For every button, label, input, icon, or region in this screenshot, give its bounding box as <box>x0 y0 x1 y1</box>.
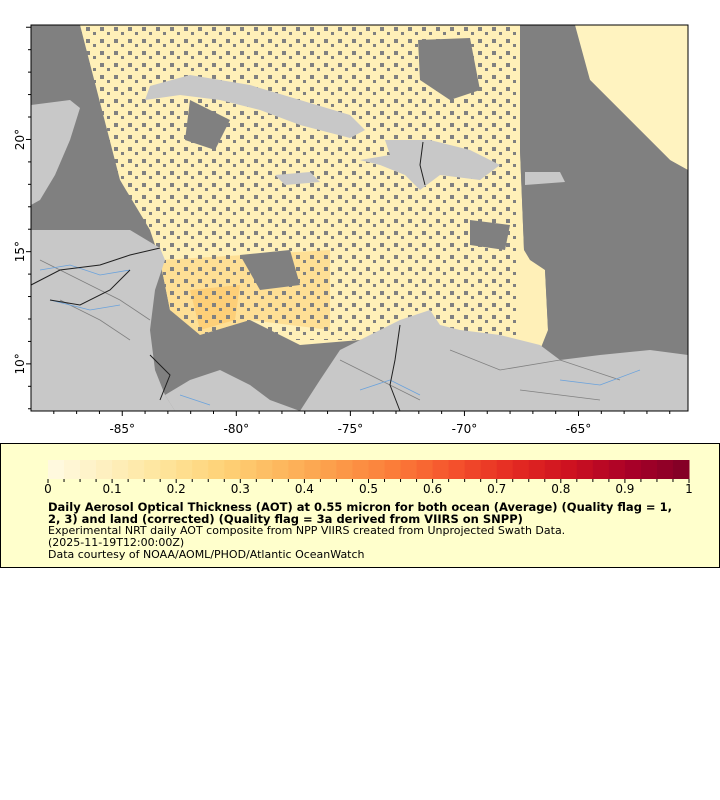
colorbar-tick-label: 0.5 <box>359 482 378 494</box>
colorbar-segment <box>624 460 642 479</box>
colorbar-segment <box>96 460 113 479</box>
colorbar-segment <box>512 460 530 479</box>
colorbar-segment <box>256 460 273 479</box>
colorbar-segment <box>672 460 690 479</box>
jamaica-land <box>275 172 320 185</box>
longitude-axis: -85° -80° -75° -70° -65° <box>53 411 671 436</box>
colorbar-tick-label: 0.1 <box>103 482 122 494</box>
colorbar-segment <box>384 460 402 479</box>
south-america-land <box>300 310 688 411</box>
colorbar-tick-label: 0.8 <box>551 482 570 494</box>
map-frame <box>30 24 689 412</box>
colorbar-segment <box>320 460 337 479</box>
latitude-axis: 20° 15° 10° <box>13 26 31 410</box>
colorbar-segment <box>528 460 546 479</box>
colorbar-segment <box>80 460 97 479</box>
lon-tick-label: -75° <box>338 422 364 436</box>
lat-tick-label: 20° <box>13 129 27 150</box>
yucatan-land <box>31 100 80 205</box>
lat-tick-label: 10° <box>13 353 27 374</box>
lon-tick-label: -70° <box>452 422 478 436</box>
colorbar-tick-label: 0.6 <box>423 482 442 494</box>
colorbar-segment <box>48 460 65 479</box>
colorbar-segment <box>272 460 289 479</box>
cuba-land <box>145 75 365 138</box>
colorbar-tick-label: 0 <box>44 482 52 494</box>
colorbar-segment <box>400 460 418 479</box>
colorbar-segment <box>144 460 161 479</box>
colorbar-segment <box>304 460 321 479</box>
colorbar-segment <box>480 460 498 479</box>
colorbar-segment <box>160 460 177 479</box>
colorbar-segment <box>288 460 305 479</box>
colorbar-tick-label: 0.2 <box>167 482 186 494</box>
colorbar-segment <box>464 460 482 479</box>
colorbar-segment <box>336 460 353 479</box>
colorbar-tick-label: 0.9 <box>615 482 634 494</box>
land-layer <box>31 75 688 411</box>
colorbar-segment <box>640 460 658 479</box>
colorbar-tick-label: 1 <box>685 482 693 494</box>
colorbar-segment <box>208 460 225 479</box>
lon-tick-label: -85° <box>109 422 135 436</box>
colorbar-segment <box>560 460 578 479</box>
legend-title-line1: Daily Aerosol Optical Thickness (AOT) at… <box>48 500 672 514</box>
colorbar-segment <box>112 460 129 479</box>
colorbar-segment <box>544 460 562 479</box>
legend-description: Experimental NRT daily AOT composite fro… <box>48 524 566 537</box>
legend-title-line2: 2, 3) and land (corrected) (Quality flag… <box>48 512 523 526</box>
legend-credit: Data courtesy of NOAA/AOML/PHOD/Atlantic… <box>48 548 365 561</box>
colorbar-segment <box>368 460 386 479</box>
colorbar-segment <box>416 460 434 479</box>
colorbar: 0 0.1 0.2 0.3 0.4 0.5 0.6 0.7 0.8 0.9 1 <box>44 460 693 494</box>
colorbar-segment <box>192 460 209 479</box>
colorbar-segment <box>448 460 466 479</box>
map-plot: -85° -80° -75° -70° -65° 20° 15° 10° <box>13 24 689 436</box>
colorbar-tick-label: 0.4 <box>295 482 314 494</box>
puerto-rico-land <box>525 172 565 185</box>
colorbar-segment <box>432 460 450 479</box>
colorbar-segment <box>128 460 145 479</box>
colorbar-segment <box>240 460 257 479</box>
hispaniola-land <box>360 140 500 190</box>
colorbar-tick-label: 0.7 <box>487 482 506 494</box>
lat-tick-label: 15° <box>13 241 27 262</box>
rivers <box>39 264 641 406</box>
colorbar-segment <box>608 460 626 479</box>
colorbar-segment <box>592 460 610 479</box>
colorbar-segment <box>224 460 241 479</box>
legend-panel: 0 0.1 0.2 0.3 0.4 0.5 0.6 0.7 0.8 0.9 1 Daily Aero… <box>0 443 720 568</box>
lon-tick-label: -65° <box>566 422 592 436</box>
colorbar-segment <box>64 460 81 479</box>
colorbar-tick-label: 0.3 <box>231 482 250 494</box>
national-borders <box>30 141 426 412</box>
colorbar-segment <box>176 460 193 479</box>
colorbar-segment <box>352 460 369 479</box>
colorbar-segment <box>656 460 674 479</box>
state-borders <box>39 259 621 401</box>
colorbar-segment <box>576 460 594 479</box>
colorbar-segment <box>496 460 514 479</box>
no-data-patches <box>31 25 688 411</box>
lon-tick-label: -80° <box>224 422 250 436</box>
legend-time: (2025-11-19T12:00:00Z) <box>48 536 185 549</box>
